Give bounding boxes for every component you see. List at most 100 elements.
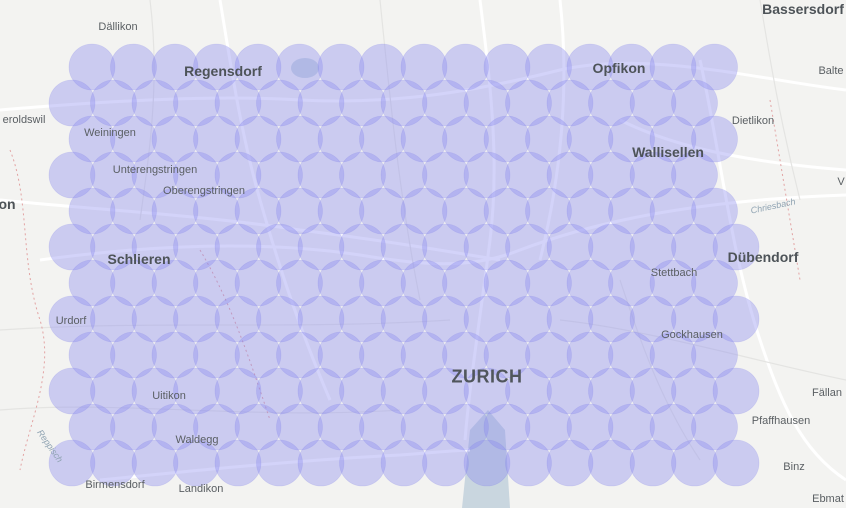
label-bassersdorf: Bassersdorf [762, 1, 844, 17]
coverage-circle [525, 403, 572, 451]
katzensee [291, 58, 319, 78]
coverage-circle [629, 151, 677, 199]
label-duebendorf: Dübendorf [727, 249, 799, 265]
coverage-circle [712, 295, 760, 343]
boundaries [9, 99, 801, 471]
coverage-circle [691, 259, 738, 307]
coverage-circle [317, 187, 365, 235]
coverage-circle [380, 79, 428, 127]
coverage-circle [131, 439, 179, 487]
coverage-circle [505, 223, 552, 271]
coverage-circle [131, 367, 179, 415]
coverage-circle [359, 403, 406, 451]
coverage-circle [173, 367, 220, 415]
coverage-circle [173, 223, 220, 271]
coverage-circle [359, 331, 406, 379]
coverage-circle [671, 223, 718, 271]
coverage-circle [68, 403, 116, 451]
label-v: V [837, 176, 845, 188]
coverage-circle [546, 223, 594, 271]
coverage-circle [214, 439, 262, 487]
label-eroldswil: eroldswil [2, 114, 46, 126]
coverage-circle [297, 223, 345, 271]
coverage-circle [276, 43, 323, 91]
coverage-circle [151, 115, 199, 163]
coverage-circle [422, 223, 469, 271]
coverage-circle [214, 295, 262, 343]
coverage-circle [400, 115, 448, 163]
coverage-circle [359, 259, 406, 307]
coverage-circle [317, 259, 365, 307]
coverage-circle [276, 331, 323, 379]
coverage-circle [566, 403, 614, 451]
label-dietlikon: Dietlikon [731, 115, 775, 127]
coverage-circle [442, 187, 489, 235]
coverage-circle [68, 43, 116, 91]
coverage-circle [151, 43, 199, 91]
coverage-circle [588, 367, 635, 415]
label-uitikon: Uitikon [152, 390, 186, 402]
coverage-circle [256, 223, 303, 271]
coverage-circle [317, 403, 365, 451]
coverage-circle [422, 295, 469, 343]
label-pfaffhausen: Pfaffhausen [751, 415, 811, 427]
coverage-circle [649, 259, 697, 307]
coverage-circle [151, 331, 199, 379]
coverage-circle [442, 403, 489, 451]
coverage-circle [463, 295, 511, 343]
coverage-circle [173, 151, 220, 199]
coverage-circle [380, 367, 428, 415]
coverage-circle [483, 115, 531, 163]
coverage-circle [483, 403, 531, 451]
coverage-circle [608, 43, 655, 91]
coverage-circle [463, 367, 511, 415]
coverage-circle [400, 259, 448, 307]
coverage-circle [546, 439, 594, 487]
coverage-circle [48, 223, 96, 271]
coverage-circle [629, 79, 677, 127]
coverage-circle [193, 187, 240, 235]
coverage-circle [380, 439, 428, 487]
coverage-circle [525, 43, 572, 91]
coverage-circle [297, 151, 345, 199]
coverage-circle [359, 187, 406, 235]
coverage-circle [463, 439, 511, 487]
coverage-circle [131, 295, 179, 343]
coverage-circle [48, 151, 96, 199]
label-on: on [0, 196, 16, 212]
coverage-circle [422, 367, 469, 415]
coverage-circle [546, 79, 594, 127]
coverage-circle [546, 295, 594, 343]
label-schlieren: Schlieren [107, 251, 171, 267]
coverage-circle [608, 331, 655, 379]
coverage-circle [588, 151, 635, 199]
coverage-circle [566, 43, 614, 91]
coverage-circle [400, 187, 448, 235]
coverage-circle [483, 259, 531, 307]
coverage-circle [297, 439, 345, 487]
coverage-circle [317, 115, 365, 163]
label-landikon: Landikon [178, 483, 224, 495]
label-stettbach: Stettbach [650, 267, 698, 279]
coverage-circle [193, 115, 240, 163]
roads [0, 0, 846, 482]
coverage-circle [649, 187, 697, 235]
coverage-circle [400, 331, 448, 379]
label-unterengstringen: Unterengstringen [112, 164, 198, 176]
coverage-circle [214, 79, 262, 127]
coverage-circle-grid [48, 43, 760, 487]
label-zurich: ZURICH [451, 366, 523, 387]
coverage-circle [566, 187, 614, 235]
coverage-circle [649, 115, 697, 163]
coverage-circle [546, 151, 594, 199]
coverage-circle [442, 115, 489, 163]
coverage-circle [422, 151, 469, 199]
coverage-circle [691, 115, 738, 163]
coverage-circle [48, 79, 96, 127]
coverage-circle [442, 331, 489, 379]
minor-roads [0, 0, 846, 461]
label-waldegg: Waldegg [175, 434, 219, 446]
label-regensdorf: Regensdorf [184, 63, 262, 79]
